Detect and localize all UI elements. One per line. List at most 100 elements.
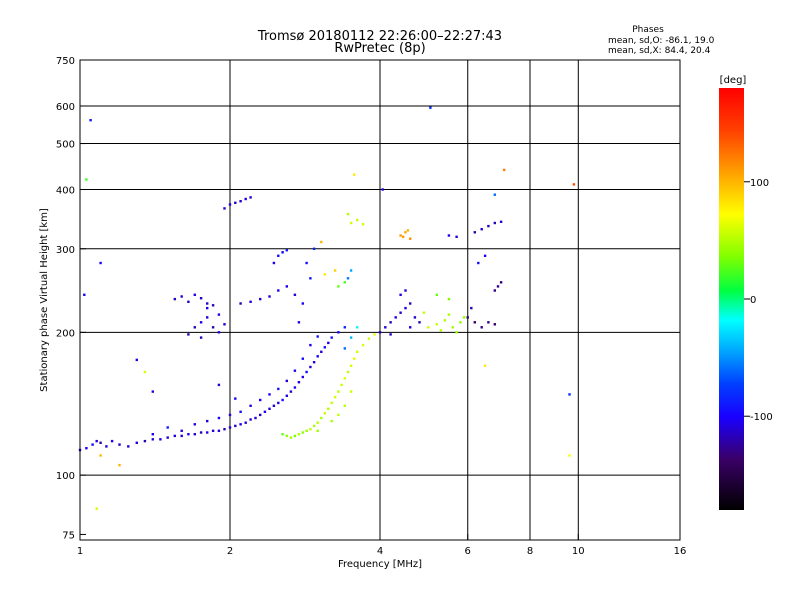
data-point — [259, 413, 262, 417]
data-point — [199, 297, 203, 300]
data-point — [95, 507, 98, 510]
data-point — [353, 357, 356, 360]
data-point — [297, 381, 301, 384]
data-point — [263, 410, 267, 413]
data-point — [309, 343, 312, 347]
data-point — [85, 447, 88, 450]
data-point — [404, 231, 407, 234]
data-point — [259, 398, 262, 402]
data-point — [285, 285, 288, 288]
data-point — [173, 434, 176, 438]
colorbar — [719, 88, 744, 510]
data-point — [211, 326, 215, 329]
data-point — [353, 173, 356, 176]
data-point — [254, 416, 257, 420]
data-point — [320, 350, 323, 353]
data-point — [234, 397, 237, 400]
data-point — [301, 357, 304, 360]
data-point — [277, 387, 280, 391]
data-point — [285, 379, 288, 383]
data-point — [349, 269, 353, 272]
data-point — [404, 306, 407, 310]
data-point — [330, 336, 333, 339]
data-point — [91, 443, 94, 446]
data-point — [99, 261, 102, 265]
data-point — [327, 341, 330, 345]
data-point — [451, 326, 454, 329]
data-point — [223, 323, 226, 326]
colorbar-tick-label: 100 — [750, 178, 769, 189]
data-point — [503, 168, 506, 172]
data-point — [333, 396, 337, 399]
data-point — [349, 364, 353, 367]
y-tick-label: 500 — [56, 140, 75, 151]
data-point — [95, 439, 98, 443]
data-point — [143, 439, 147, 443]
data-point — [249, 418, 252, 421]
data-point — [285, 394, 288, 397]
data-point — [340, 383, 343, 387]
data-point — [285, 434, 288, 438]
data-point — [193, 326, 196, 329]
chart-title: Tromsø 20180112 22:26:00–22:27:43 — [257, 29, 502, 44]
data-point — [217, 383, 221, 387]
data-point — [447, 297, 451, 301]
data-point — [312, 361, 316, 364]
colorbar-label: [deg] — [720, 75, 747, 86]
data-point — [301, 431, 304, 434]
data-points — [78, 106, 576, 510]
data-point — [435, 293, 438, 296]
data-point — [228, 426, 232, 429]
data-point — [135, 358, 138, 362]
data-point — [346, 212, 350, 216]
data-point — [399, 311, 402, 314]
colorbar-ticks: 100 0 -100 — [744, 178, 773, 423]
data-point — [356, 218, 359, 222]
data-point — [477, 261, 480, 265]
data-point — [293, 293, 297, 296]
chart-subtitle: RwPretec (8p) — [334, 41, 425, 56]
data-point — [277, 289, 280, 292]
data-point — [268, 407, 271, 410]
phases-x-line: mean, sd,X: 84.4, 20.4 — [608, 46, 711, 56]
data-point — [487, 224, 490, 228]
data-point — [399, 234, 402, 237]
colorbar-tick-label: 0 — [750, 295, 756, 306]
y-axis-ticks: 75 100 200 300 400 500 600 750 — [56, 56, 86, 541]
data-point — [85, 178, 88, 181]
data-point — [480, 228, 483, 231]
data-point — [443, 319, 447, 322]
data-point — [223, 428, 226, 431]
data-point — [228, 413, 232, 417]
data-point — [83, 293, 86, 296]
data-point — [435, 323, 438, 326]
data-point — [217, 429, 221, 432]
data-point — [399, 293, 402, 296]
data-point — [297, 321, 301, 324]
data-point — [180, 429, 183, 432]
data-point — [151, 390, 154, 393]
y-tick-label: 300 — [56, 245, 75, 256]
data-point — [323, 346, 326, 349]
data-point — [234, 201, 237, 204]
data-point — [239, 410, 242, 413]
data-point — [180, 434, 183, 438]
x-axis-label: Frequency [MHz] — [338, 559, 422, 570]
data-point — [330, 419, 333, 423]
data-point — [239, 302, 242, 305]
data-point — [333, 269, 337, 272]
data-point — [244, 197, 247, 201]
y-tick-label: 100 — [56, 471, 75, 482]
data-point — [356, 326, 359, 329]
data-point — [327, 407, 330, 410]
data-point — [234, 424, 237, 428]
data-point — [316, 429, 319, 432]
data-point — [493, 289, 496, 292]
data-point — [320, 240, 323, 244]
data-point — [316, 355, 319, 358]
data-point — [272, 261, 276, 265]
data-point — [323, 412, 326, 415]
data-point — [499, 281, 503, 284]
data-point — [361, 343, 365, 347]
data-point — [316, 421, 319, 424]
